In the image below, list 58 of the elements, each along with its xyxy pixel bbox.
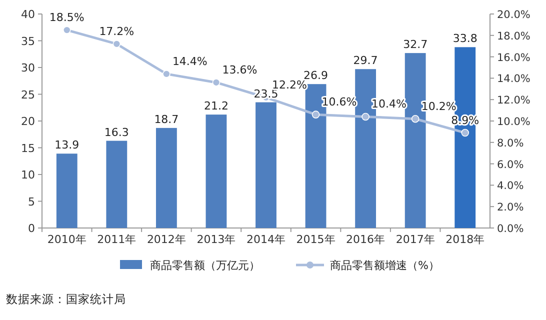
data-label: 13.6% <box>222 63 258 76</box>
point <box>162 70 170 78</box>
bar <box>206 114 227 228</box>
data-label: 29.7 <box>353 54 378 68</box>
y2-tick-label: 16.0% <box>497 52 530 64</box>
data-label: 18.7 <box>154 112 179 126</box>
x-tick-label: 2011年 <box>97 233 136 246</box>
data-label: 13.9 <box>54 138 80 152</box>
y-tick-label: 5 <box>28 195 35 208</box>
data-label: 18.5% <box>49 11 84 24</box>
data-label: 32.7 <box>403 38 428 52</box>
legend-label: 商品零售额增速（%） <box>330 259 440 272</box>
y-tick-label: 30 <box>21 62 35 74</box>
x-tick-label: 2013年 <box>196 233 236 246</box>
y-tick-label: 25 <box>21 88 35 102</box>
point <box>212 78 220 86</box>
data-label: 33.8 <box>452 32 478 46</box>
x-tick-label: 2015年 <box>296 233 336 246</box>
y2-tick-label: 2.0% <box>497 202 524 214</box>
data-label: 26.9 <box>304 69 328 82</box>
x-tick-label: 2017年 <box>396 233 435 246</box>
y2-tick-label: 18.0% <box>497 30 530 42</box>
x-tick-label: 2014年 <box>246 233 286 246</box>
bar <box>56 154 78 228</box>
y-tick-label: 20 <box>21 115 35 128</box>
x-tick-label: 2018年 <box>446 233 485 246</box>
legend-label: 商品零售额（万亿元） <box>150 259 260 272</box>
x-tick-label: 2016年 <box>346 233 386 246</box>
bar <box>256 102 276 228</box>
y2-tick-label: 4.0% <box>497 180 524 192</box>
data-label: 23.5 <box>254 87 278 100</box>
point <box>362 112 370 121</box>
bar <box>156 128 177 228</box>
point <box>411 114 420 123</box>
annotation: 数据来源：国家统计局 <box>6 292 126 306</box>
y-tick-label: 10 <box>21 168 35 182</box>
data-label: 16.3 <box>104 126 129 139</box>
y-tick-label: 0 <box>28 222 35 235</box>
y2-tick-label: 0.0% <box>497 223 524 235</box>
y-tick-label: 15 <box>21 142 35 155</box>
bar <box>106 140 128 228</box>
y2-tick-label: 10.0% <box>497 116 530 128</box>
y2-tick-label: 14.0% <box>497 73 530 86</box>
y2-tick-label: 20.0% <box>497 9 530 21</box>
point <box>461 128 470 137</box>
y-tick-label: 35 <box>21 34 35 48</box>
x-tick-label: 2012年 <box>146 233 186 246</box>
x-tick-label: 2010年 <box>47 233 86 246</box>
data-label: 21.2 <box>204 100 228 113</box>
y2-tick-label: 12.0% <box>497 94 530 107</box>
y-tick-label: 40 <box>21 8 35 21</box>
point <box>62 26 71 34</box>
y2-tick-label: 6.0% <box>497 158 524 171</box>
y2-tick-label: 8.0% <box>497 137 524 150</box>
data-label: 17.2% <box>99 24 134 38</box>
data-label: 14.4% <box>172 54 208 68</box>
point <box>312 110 320 118</box>
point <box>112 40 121 48</box>
